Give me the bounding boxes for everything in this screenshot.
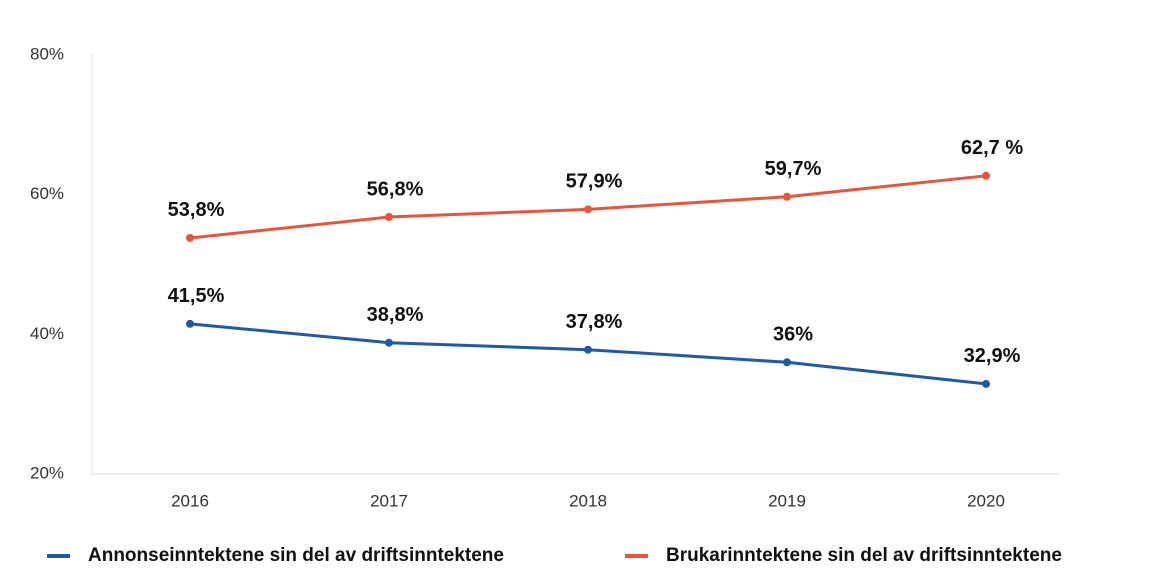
data-point <box>783 358 791 367</box>
data-label: 36% <box>773 324 813 346</box>
y-tick-label: 40% <box>30 324 64 343</box>
data-point <box>385 338 393 347</box>
legend-label: Annonseinntektene sin del av driftsinnte… <box>88 545 504 566</box>
y-tick-label: 60% <box>30 184 64 203</box>
data-point <box>186 319 194 328</box>
x-tick-label: 2017 <box>370 491 408 510</box>
data-label: 59,7% <box>765 158 822 180</box>
data-point <box>982 171 990 180</box>
data-point <box>584 345 592 354</box>
data-point <box>982 379 990 388</box>
data-point <box>186 233 194 242</box>
data-point <box>584 205 592 214</box>
data-label: 32,9% <box>964 345 1021 367</box>
y-tick-label: 20% <box>30 463 64 482</box>
y-tick-label: 80% <box>30 44 64 63</box>
x-tick-label: 2016 <box>171 491 209 510</box>
data-label: 57,9% <box>566 171 623 193</box>
data-label: 53,8% <box>168 199 225 221</box>
data-label: 38,8% <box>367 304 424 326</box>
data-point <box>385 213 393 222</box>
data-label: 62,7 % <box>961 137 1023 159</box>
x-tick-label: 2018 <box>569 491 607 510</box>
data-label: 56,8% <box>367 178 424 200</box>
data-label: 41,5% <box>168 285 225 307</box>
legend-label: Brukarinntektene sin del av driftsinntek… <box>666 545 1062 566</box>
x-tick-label: 2019 <box>768 491 806 510</box>
data-label: 37,8% <box>566 311 623 333</box>
data-point <box>783 192 791 201</box>
x-tick-label: 2020 <box>967 491 1005 510</box>
